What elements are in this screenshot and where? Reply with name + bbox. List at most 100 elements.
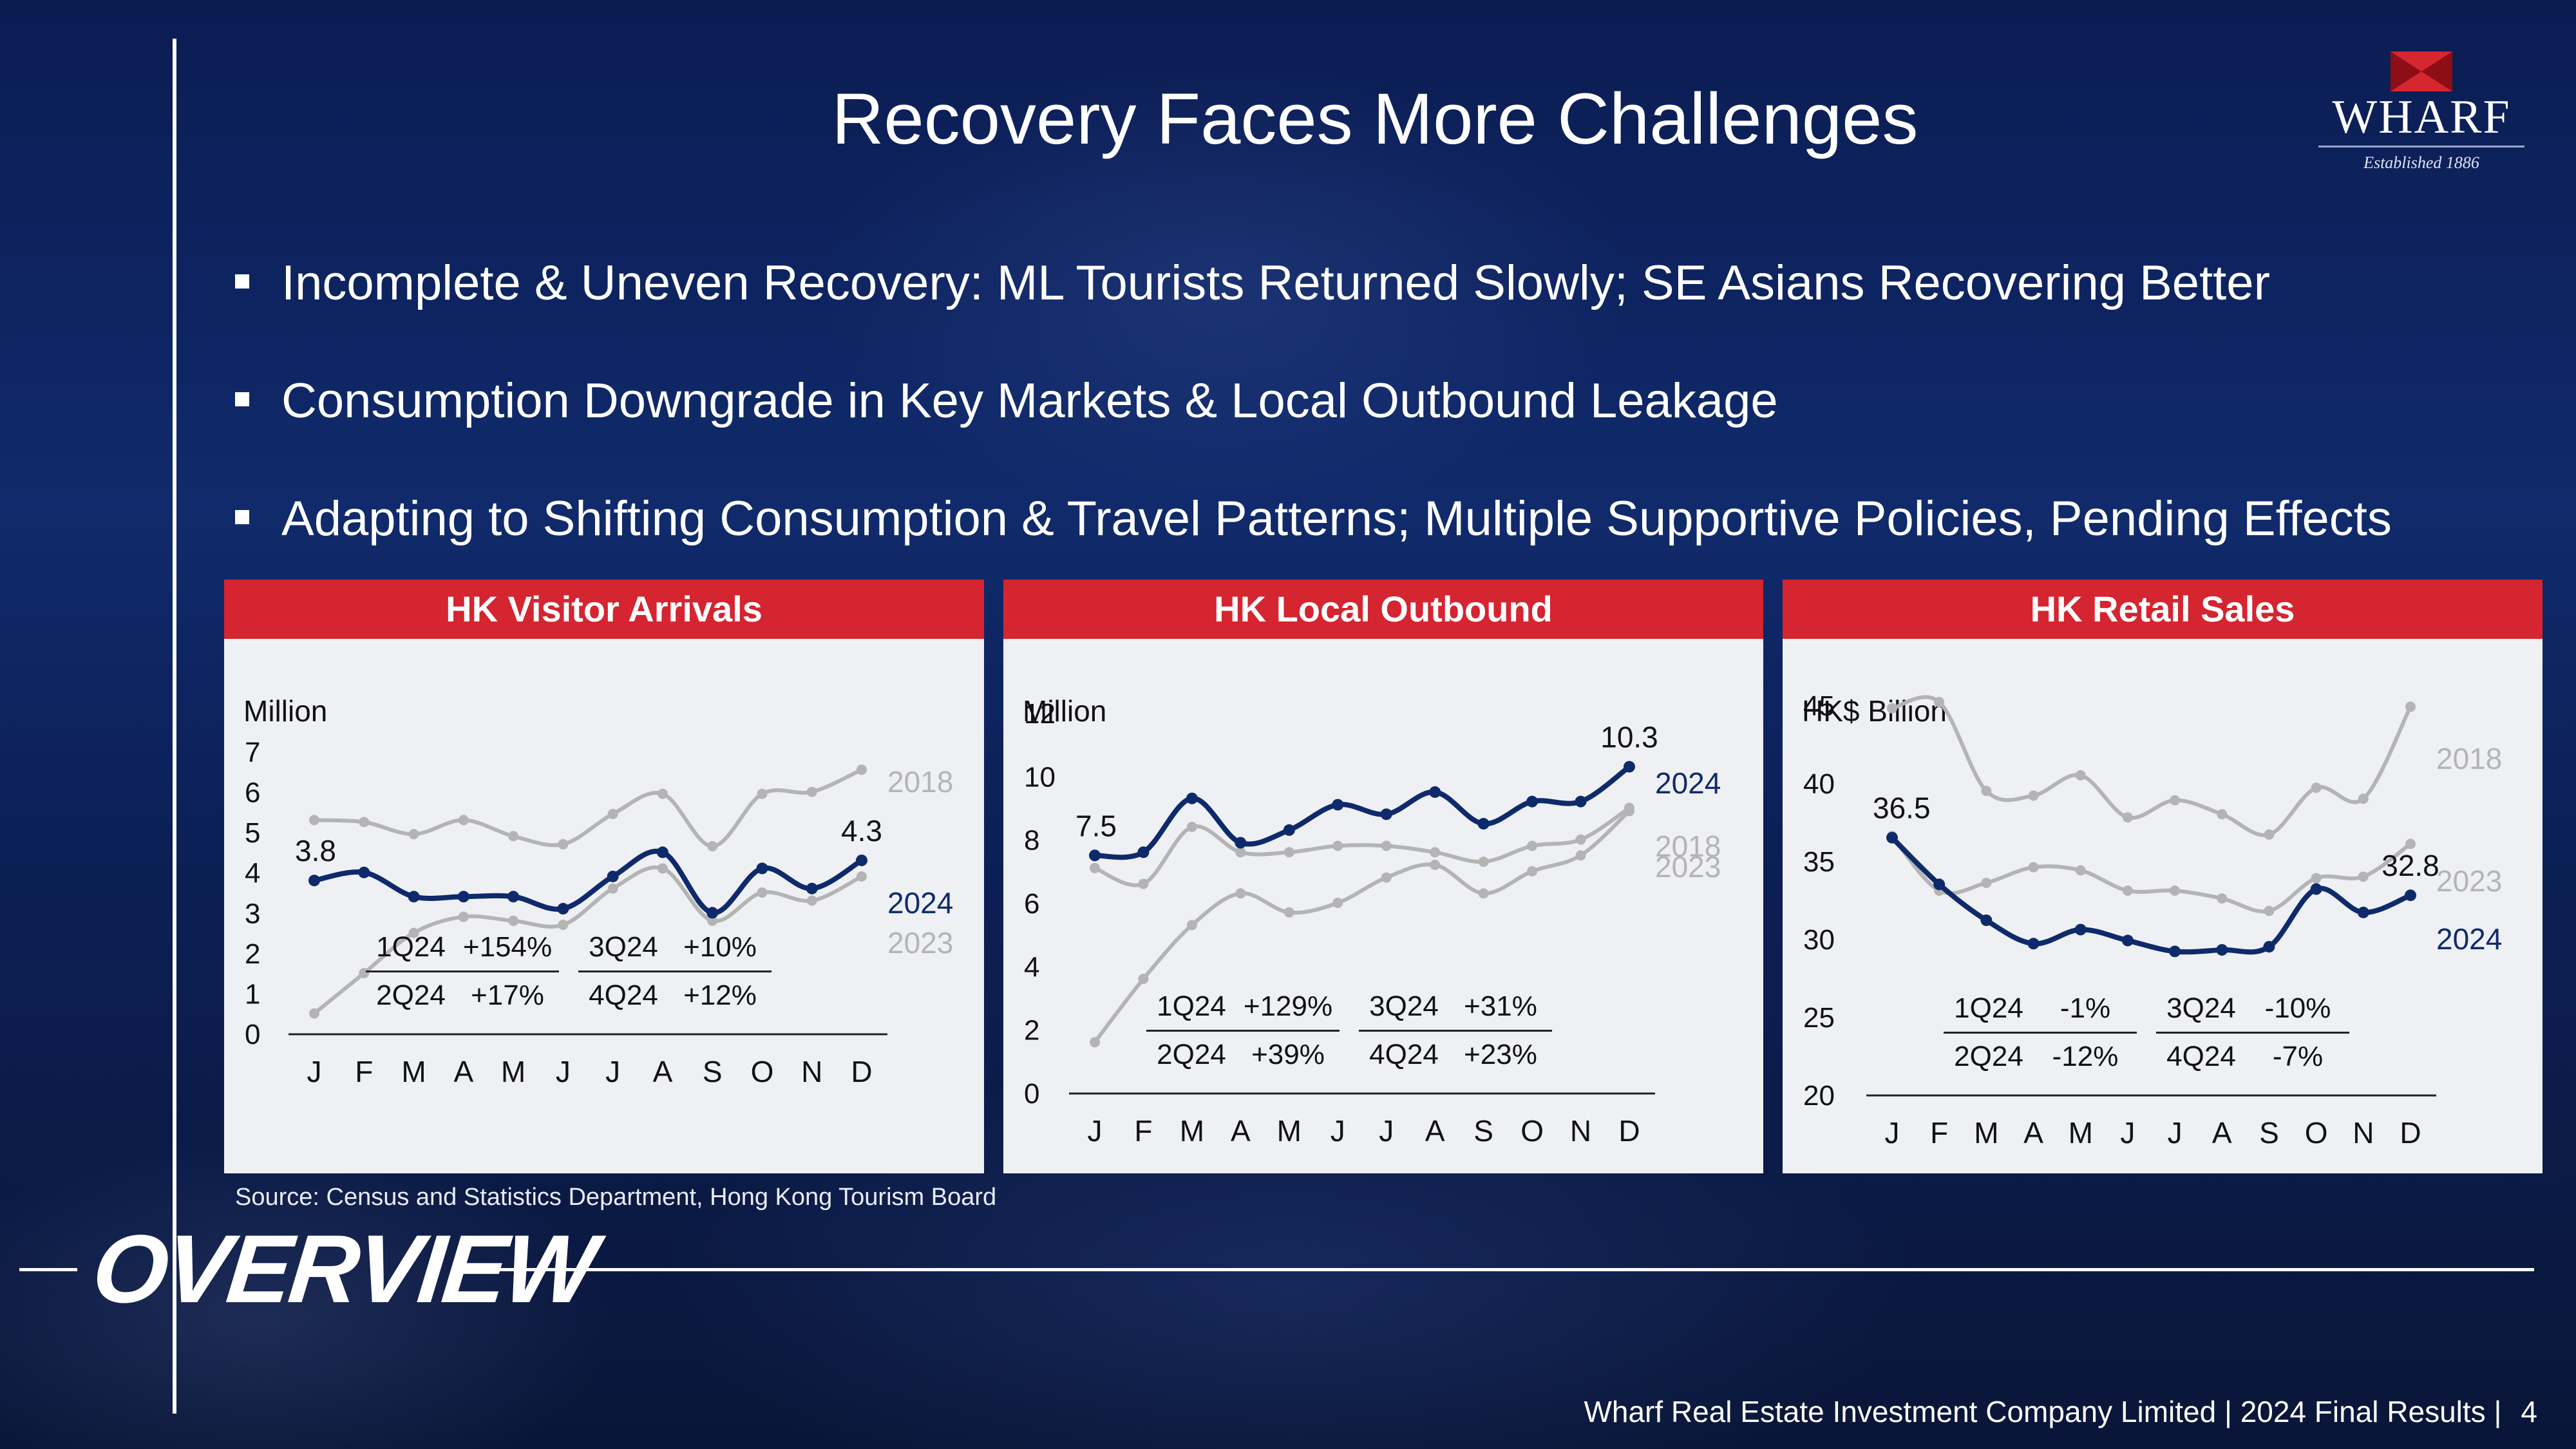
- data-point-2023: [1478, 888, 1489, 899]
- data-point-2018: [508, 831, 519, 842]
- data-point-2023: [657, 863, 668, 874]
- vertical-divider: [173, 39, 176, 1414]
- data-point-2018: [707, 841, 718, 852]
- growth-value: -10%: [2265, 992, 2331, 1024]
- data-point-2024: [557, 903, 569, 915]
- growth-value: +17%: [471, 980, 544, 1011]
- x-tick-label: J: [1379, 1114, 1394, 1148]
- data-point-2018: [1186, 822, 1197, 832]
- x-tick-label: F: [1134, 1114, 1152, 1148]
- data-point-2024: [656, 846, 668, 858]
- series-line-2018: [314, 768, 863, 849]
- y-tick-label: 0: [245, 1019, 260, 1050]
- x-tick-label: O: [1520, 1114, 1544, 1148]
- data-point-2023: [1138, 974, 1149, 984]
- bullet-text: Consumption Downgrade in Key Markets & L…: [281, 374, 1778, 428]
- series-line-2023: [1890, 835, 2412, 914]
- data-label-last: 32.8: [2382, 849, 2439, 882]
- x-tick-label: S: [2259, 1116, 2279, 1150]
- growth-quarter: 2Q24: [1954, 1041, 2023, 1072]
- y-tick-label: 3: [245, 898, 260, 929]
- data-point-2023: [2405, 838, 2416, 849]
- y-tick-label: 5: [245, 817, 260, 849]
- data-point-2018: [458, 815, 469, 826]
- data-point-2023: [806, 895, 817, 906]
- data-point-2024: [2169, 945, 2181, 958]
- data-point-2024: [2216, 943, 2228, 956]
- data-point-2024: [1429, 786, 1441, 798]
- x-tick-label: J: [1331, 1114, 1345, 1148]
- data-point-2023: [707, 915, 718, 926]
- data-point-2024: [457, 891, 469, 903]
- wharf-logo: WHARF Established 1886: [2306, 52, 2537, 180]
- x-tick-label: M: [501, 1055, 526, 1088]
- x-tick-label: J: [605, 1055, 620, 1088]
- x-tick-label: J: [1885, 1116, 1900, 1150]
- data-point-2018: [806, 786, 817, 797]
- growth-value: +154%: [463, 931, 552, 963]
- data-label-last: 10.3: [1600, 721, 1658, 754]
- data-point-2018: [1381, 840, 1392, 851]
- data-point-2018: [1981, 786, 1992, 797]
- data-point-2024: [1477, 818, 1490, 830]
- y-tick-label: 6: [1024, 888, 1039, 920]
- data-label-first: 3.8: [295, 834, 336, 867]
- chart-panel-local-outbound: HK Local Outbound Million 0 2 4 6 8 10 12 J F M A M J…: [1003, 580, 1763, 1173]
- data-point-2023: [1090, 1037, 1100, 1048]
- data-label-first: 36.5: [1873, 791, 1931, 825]
- legend-label-2024: 2024: [1655, 766, 1721, 800]
- data-point-2018: [1575, 834, 1586, 845]
- data-point-2018: [1887, 703, 1897, 714]
- x-tick-label: A: [2023, 1116, 2043, 1150]
- x-tick-label: M: [1180, 1114, 1204, 1148]
- data-point-2024: [1886, 831, 1898, 844]
- data-point-2024: [1380, 808, 1392, 820]
- data-point-2023: [1186, 920, 1197, 931]
- chart-title: HK Retail Sales: [1783, 580, 2543, 639]
- data-point-2024: [1624, 761, 1635, 773]
- data-point-2018: [2122, 812, 2133, 823]
- x-tick-label: O: [2305, 1116, 2328, 1150]
- series-line-2018: [1891, 695, 2412, 837]
- data-point-2018: [309, 815, 319, 826]
- x-tick-label: J: [2120, 1116, 2135, 1150]
- y-tick-label: 25: [1803, 1002, 1835, 1034]
- bullet-square-icon: [235, 274, 249, 289]
- series-line-2018: [1094, 806, 1631, 887]
- x-tick-label: J: [1088, 1114, 1103, 1148]
- x-tick-label: D: [1618, 1114, 1640, 1148]
- data-point-2024: [2263, 941, 2275, 953]
- data-point-2023: [1283, 907, 1294, 918]
- data-point-2024: [1933, 878, 1946, 891]
- data-point-2023: [2028, 862, 2039, 873]
- y-axis-label: HK$ Billion: [1802, 694, 1947, 728]
- data-point-2018: [1138, 878, 1149, 889]
- x-tick-label: D: [851, 1055, 872, 1088]
- y-axis-label: Million: [243, 694, 327, 728]
- data-point-2024: [1137, 846, 1150, 858]
- x-tick-label: A: [1425, 1114, 1445, 1148]
- data-point-2023: [2217, 893, 2228, 904]
- data-point-2018: [1478, 857, 1489, 867]
- data-point-2018: [857, 764, 867, 775]
- y-tick-label: 30: [1803, 924, 1835, 956]
- data-point-2023: [607, 883, 618, 894]
- growth-value: +12%: [683, 980, 757, 1011]
- data-point-2023: [309, 1008, 319, 1019]
- x-tick-label: M: [401, 1055, 426, 1088]
- data-point-2024: [1575, 795, 1587, 808]
- growth-quarter: 2Q24: [1157, 1039, 1226, 1070]
- data-point-2018: [1332, 840, 1343, 851]
- divider-line: [496, 1268, 2534, 1271]
- data-point-2018: [1934, 697, 1945, 708]
- data-point-2018: [1527, 840, 1538, 851]
- legend-label-2023: 2023: [1655, 850, 1721, 884]
- data-point-2018: [1090, 862, 1100, 873]
- data-point-2018: [408, 829, 419, 840]
- data-point-2024: [1980, 914, 1993, 926]
- data-point-2018: [1283, 847, 1294, 858]
- legend-label-2023: 2023: [887, 926, 953, 960]
- data-point-2024: [358, 866, 370, 878]
